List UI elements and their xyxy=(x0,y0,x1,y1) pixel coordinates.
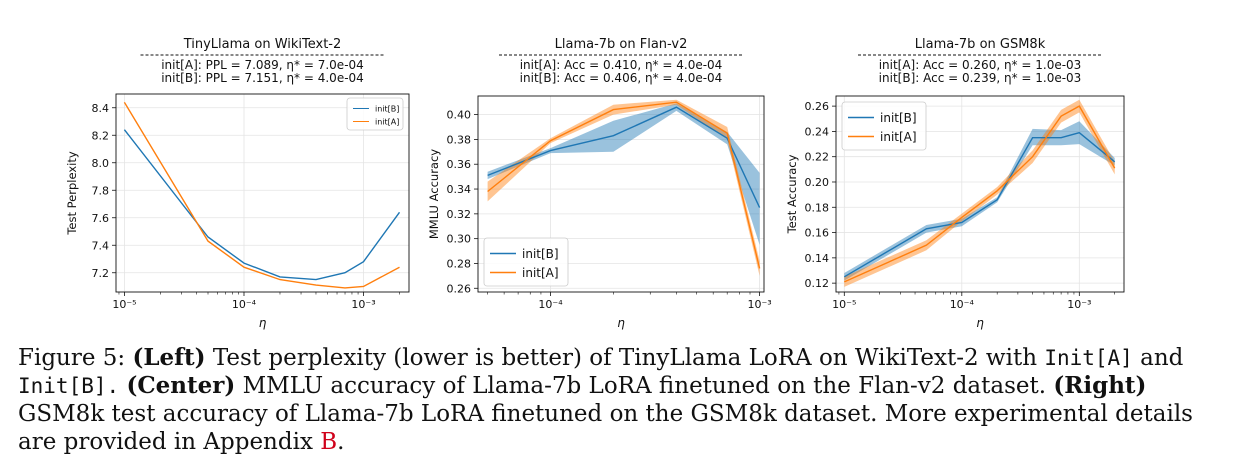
plot-frame xyxy=(835,95,1125,293)
y-tick-label: 0.22 xyxy=(805,151,830,164)
confidence-band-initb xyxy=(844,121,1115,281)
plot-frame xyxy=(115,93,410,293)
caption-left-text: Test perplexity (lower is better) of Tin… xyxy=(212,345,1038,371)
y-tick-label: 0.26 xyxy=(447,282,472,295)
chart-title: TinyLlama on WikiText-2 xyxy=(183,37,342,52)
legend-label: init[A] xyxy=(375,117,399,126)
chart-panel-3: Llama-7b on GSM8k init[A]: Acc = 0.260, η… xyxy=(785,37,1125,330)
caption-code-init-b: Init[B]. xyxy=(18,374,120,398)
caption-label: Figure 5: xyxy=(18,345,126,371)
confidence-band-inita xyxy=(844,99,1115,287)
x-tick-label: 10⁻⁵ xyxy=(832,298,856,311)
figure-panels: TinyLlama on WikiText-2 init[A]: PPL = 7.… xyxy=(65,37,1125,330)
series-line-initb xyxy=(487,106,761,208)
y-tick-label: 0.30 xyxy=(447,233,472,246)
chart-title: Llama-7b on GSM8k xyxy=(915,37,1046,52)
chart-subtitle-line: init[A]: Acc = 0.260, η* = 1.0e-03 xyxy=(879,58,1082,72)
y-tick-label: 0.18 xyxy=(805,201,830,214)
x-tick-label: 10⁻³ xyxy=(1067,298,1091,311)
x-tick-label: 10⁻⁵ xyxy=(112,298,136,311)
chart-panel-1: TinyLlama on WikiText-2 init[A]: PPL = 7.… xyxy=(65,37,410,330)
y-tick-label: 0.40 xyxy=(447,109,472,122)
caption-right-bold: (Right) xyxy=(1053,372,1147,399)
y-tick-label: 0.16 xyxy=(805,227,830,240)
y-tick-label: 8.0 xyxy=(92,157,110,170)
caption-center-text: MMLU accuracy of Llama-7b LoRA finetuned… xyxy=(242,373,1047,399)
x-axis-label: η xyxy=(976,316,984,330)
y-axis-label: MMLU Accuracy xyxy=(427,149,441,239)
y-tick-label: 0.38 xyxy=(447,133,472,146)
y-tick-label: 8.4 xyxy=(92,102,110,115)
y-tick-label: 0.28 xyxy=(447,257,472,270)
caption-center-bold: (Center) xyxy=(126,372,236,399)
x-tick-label: 10⁻⁴ xyxy=(538,298,563,311)
y-tick-label: 0.20 xyxy=(805,176,830,189)
y-tick-label: 0.34 xyxy=(447,183,472,196)
legend: init[B] init[A] xyxy=(483,237,569,287)
chart-subtitle-line: init[A]: Acc = 0.410, η* = 4.0e-04 xyxy=(520,58,723,72)
legend-label: init[A] xyxy=(522,266,559,280)
y-tick-label: 7.8 xyxy=(92,184,110,197)
legend-box xyxy=(483,237,569,287)
chart-subtitle-line: init[B]: Acc = 0.239, η* = 1.0e-03 xyxy=(879,71,1082,85)
legend: init[B] init[A] xyxy=(346,97,404,131)
caption-appendix-link[interactable]: B xyxy=(320,429,338,455)
caption-and: and xyxy=(1140,345,1184,371)
y-tick-label: 8.2 xyxy=(92,129,110,142)
x-tick-label: 10⁻³ xyxy=(747,298,771,311)
chart-subtitle-line: init[B]: Acc = 0.406, η* = 4.0e-04 xyxy=(520,71,723,85)
caption-end: . xyxy=(337,429,345,455)
legend-box xyxy=(841,101,927,151)
chart-panel-2: Llama-7b on Flan-v2 init[A]: Acc = 0.410,… xyxy=(427,37,772,330)
legend-label: init[B] xyxy=(522,247,559,261)
y-tick-label: 0.26 xyxy=(805,100,830,113)
legend-label: init[B] xyxy=(880,111,917,125)
y-tick-label: 0.32 xyxy=(447,208,472,221)
x-tick-label: 10⁻³ xyxy=(351,298,375,311)
figure-caption: Figure 5: (Left) Test perplexity (lower … xyxy=(18,344,1218,456)
y-tick-label: 7.4 xyxy=(92,239,110,252)
x-tick-label: 10⁻⁴ xyxy=(950,298,975,311)
y-tick-label: 0.12 xyxy=(805,277,830,290)
y-tick-label: 0.14 xyxy=(805,252,830,265)
series-line-inita xyxy=(123,101,400,289)
y-tick-label: 7.2 xyxy=(92,267,110,280)
y-axis-label: Test Perplexity xyxy=(65,151,79,236)
series-line-inita xyxy=(844,105,1116,283)
x-tick-label: 10⁻⁴ xyxy=(232,298,257,311)
series-line-inita xyxy=(487,101,761,269)
legend-label: init[B] xyxy=(375,104,399,113)
y-tick-label: 7.6 xyxy=(92,212,110,225)
caption-left-bold: (Left) xyxy=(132,344,206,371)
legend: init[B] init[A] xyxy=(841,101,927,151)
legend-label: init[A] xyxy=(880,130,917,144)
y-tick-label: 0.24 xyxy=(805,125,830,138)
x-axis-label: η xyxy=(259,316,267,330)
y-tick-label: 0.36 xyxy=(447,158,472,171)
chart-subtitle-line: init[A]: PPL = 7.089, η* = 7.0e-04 xyxy=(161,58,364,72)
chart-title: Llama-7b on Flan-v2 xyxy=(555,37,688,52)
y-axis-label: Test Accuracy xyxy=(785,154,799,234)
x-axis-label: η xyxy=(617,316,625,330)
chart-subtitle-line: init[B]: PPL = 7.151, η* = 4.0e-04 xyxy=(161,71,364,85)
series-line-initb xyxy=(123,129,401,281)
plot-frame xyxy=(477,95,765,293)
caption-code-init-a: Init[A] xyxy=(1044,346,1133,370)
caption-right-text: GSM8k test accuracy of Llama-7b LoRA fin… xyxy=(18,401,1193,455)
series-line-initb xyxy=(843,131,1116,278)
